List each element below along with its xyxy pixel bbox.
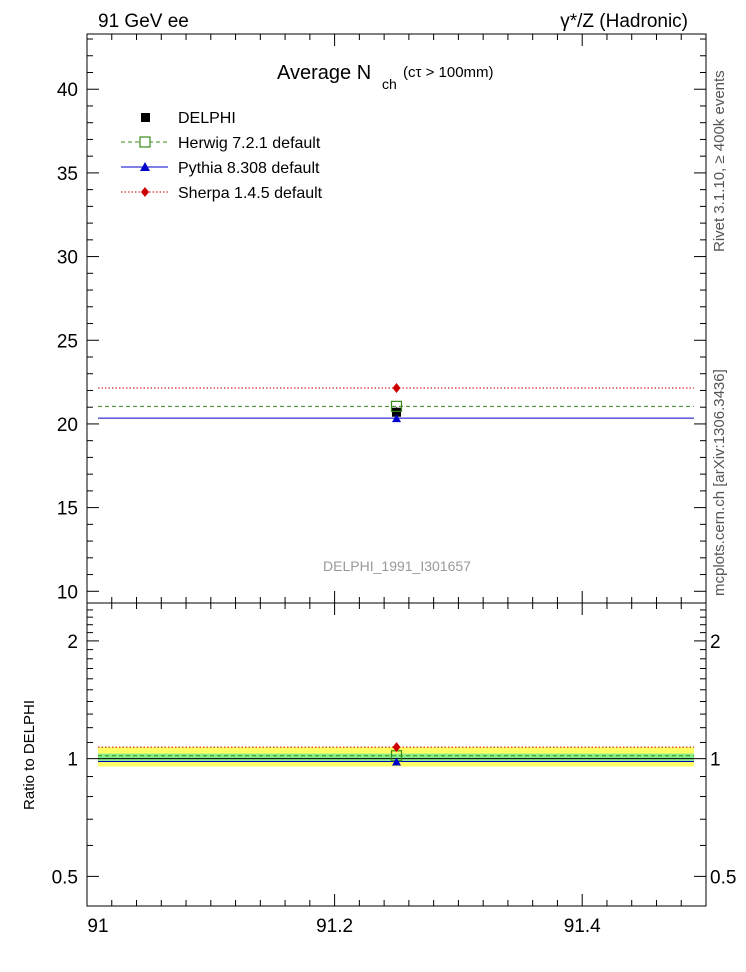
chart-title: Average N [277, 62, 371, 84]
main-series-layer [98, 382, 694, 423]
legend-marker-herwig [139, 136, 151, 148]
ratio-sherpa-marker [392, 742, 401, 753]
data-point [392, 407, 401, 417]
ratio-y-tick-label-right: 1 [710, 750, 721, 771]
y-tick-label: 15 [57, 499, 78, 520]
ratio-y-tick-label-right: 0.5 [710, 867, 736, 888]
legend-label-sherpa: Sherpa 1.4.5 default [178, 185, 323, 202]
x-tick-label: 91 [87, 916, 108, 937]
legend-label-delphi: DELPHI [178, 110, 236, 127]
legend-label-pythia: Pythia 8.308 default [178, 160, 320, 177]
analysis-watermark: DELPHI_1991_I301657 [323, 558, 471, 574]
y-tick-label: 10 [57, 582, 78, 603]
chart-title-suffix: (cτ > 100mm) [403, 64, 494, 81]
legend-marker-pythia [140, 162, 150, 171]
y-tick-label: 35 [57, 164, 78, 185]
y-tick-label: 20 [57, 415, 78, 436]
ratio-frame [86, 602, 707, 907]
header-left: 91 GeV ee [98, 11, 189, 32]
legend-marker-sherpa [141, 187, 149, 197]
ratio-series-layer [98, 742, 694, 766]
main-panel: 10 15 20 25 30 35 40 Average N ch (cτ > 100mm)… [57, 33, 707, 604]
y-tick-label: 40 [57, 80, 78, 101]
chart-title-subscript: ch [382, 76, 397, 92]
ratio-pythia-marker [392, 757, 401, 766]
legend-marker-delphi [141, 113, 150, 122]
x-tick-label: 91.4 [564, 916, 601, 937]
ratio-y-axis-label: Ratio to DELPHI [21, 700, 38, 810]
ratio-band-inner [98, 753, 694, 762]
header-right: γ*/Z (Hadronic) [560, 11, 688, 32]
legend: DELPHI Herwig 7.2.1 default Pythia 8.308… [121, 110, 323, 202]
ratio-y-tick-label-left: 2 [67, 632, 78, 653]
herwig-marker [390, 400, 403, 412]
ratio-y-tick-label-left: 1 [67, 750, 78, 771]
legend-label-herwig: Herwig 7.2.1 default [178, 135, 321, 152]
y-tick-label: 25 [57, 331, 78, 352]
x-tick-labels: 91 91.2 91.4 [87, 916, 601, 937]
sherpa-marker [392, 382, 401, 393]
ratio-y-tick-labels: 0.5 0.5 1 1 2 2 [52, 632, 737, 888]
ratio-y-tick-label-left: 0.5 [52, 867, 78, 888]
ratio-y-tick-label-right: 2 [710, 632, 721, 653]
main-y-tick-labels: 10 15 20 25 30 35 40 [57, 80, 78, 603]
side-label-bottom: mcplots.cern.ch [arXiv:1306.3436] [711, 369, 728, 596]
ratio-panel: 0.5 0.5 1 1 2 2 Ratio to DELPHI 91 91.2 91.4 [21, 602, 737, 937]
y-tick-label: 30 [57, 248, 78, 269]
x-tick-label: 91.2 [316, 916, 353, 937]
pythia-marker [392, 414, 401, 423]
side-label-top: Rivet 3.1.10, ≥ 400k events [711, 70, 728, 252]
